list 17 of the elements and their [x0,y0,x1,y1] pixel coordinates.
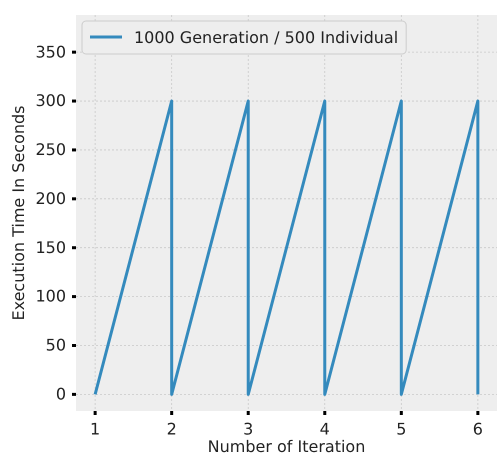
x-tick-label: 3 [243,419,254,438]
x-tick-label: 2 [166,419,177,438]
y-axis-title: Execution Time In Seconds [9,105,28,321]
y-tick-label: 300 [35,91,66,110]
y-tick-label: 50 [46,336,66,355]
y-tick-label: 200 [35,188,66,208]
legend-label: 1000 Generation / 500 Individual [134,28,398,47]
y-tick-label: 0 [56,384,66,404]
y-tick-label: 150 [35,238,66,257]
x-axis-title: Number of Iteration [208,437,366,456]
y-tick-label: 250 [35,140,66,160]
y-tick-label: 100 [35,286,66,306]
x-tick-label: 6 [472,419,483,438]
x-tick-label: 1 [90,419,100,438]
y-tick-label: 350 [35,42,66,62]
x-tick-label: 4 [320,419,330,438]
x-tick-label: 5 [396,419,406,438]
